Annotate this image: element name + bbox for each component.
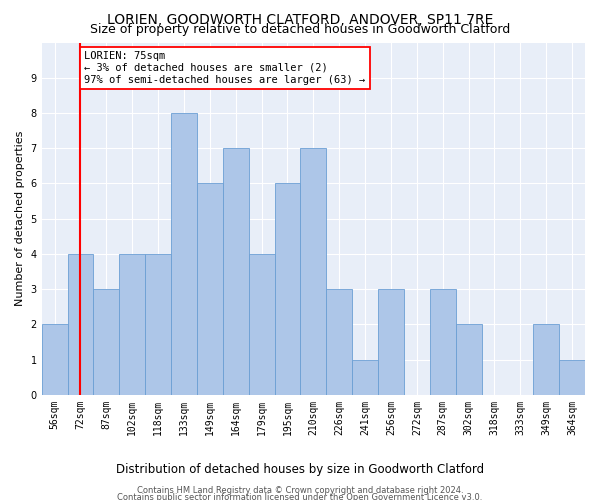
Bar <box>197 184 223 395</box>
Bar <box>68 254 94 395</box>
Bar <box>326 289 352 395</box>
Text: LORIEN, GOODWORTH CLATFORD, ANDOVER, SP11 7RE: LORIEN, GOODWORTH CLATFORD, ANDOVER, SP1… <box>107 12 493 26</box>
Bar <box>41 324 68 395</box>
Bar <box>559 360 585 395</box>
Text: Distribution of detached houses by size in Goodworth Clatford: Distribution of detached houses by size … <box>116 462 484 475</box>
Bar <box>94 289 119 395</box>
Bar <box>378 289 404 395</box>
Y-axis label: Number of detached properties: Number of detached properties <box>15 131 25 306</box>
Bar <box>223 148 248 395</box>
Bar <box>145 254 171 395</box>
Bar <box>171 113 197 395</box>
Bar <box>301 148 326 395</box>
Bar <box>430 289 455 395</box>
Text: Contains HM Land Registry data © Crown copyright and database right 2024.: Contains HM Land Registry data © Crown c… <box>137 486 463 495</box>
Text: Size of property relative to detached houses in Goodworth Clatford: Size of property relative to detached ho… <box>90 22 510 36</box>
Bar <box>533 324 559 395</box>
Bar <box>352 360 378 395</box>
Bar <box>248 254 275 395</box>
Bar <box>275 184 301 395</box>
Bar <box>119 254 145 395</box>
Text: LORIEN: 75sqm
← 3% of detached houses are smaller (2)
97% of semi-detached house: LORIEN: 75sqm ← 3% of detached houses ar… <box>85 52 365 84</box>
Bar <box>455 324 482 395</box>
Text: Contains public sector information licensed under the Open Government Licence v3: Contains public sector information licen… <box>118 493 482 500</box>
